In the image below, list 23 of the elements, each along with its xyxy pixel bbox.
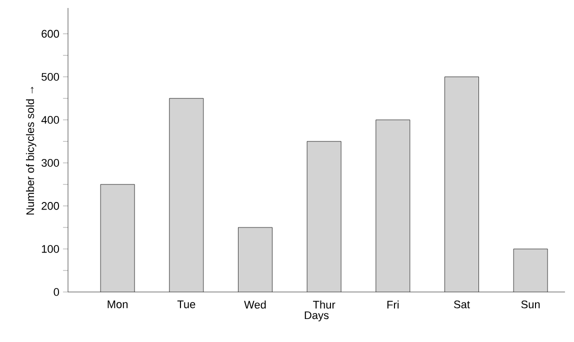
x-tick-label: Wed: [244, 300, 266, 309]
y-tick-label: 100: [42, 245, 60, 253]
bar: [169, 98, 204, 292]
y-tick-label: 0: [54, 288, 60, 296]
bar: [100, 184, 135, 292]
x-tick-label: Fri: [387, 300, 399, 308]
x-tick-label: Mon: [108, 300, 128, 308]
x-axis-title: Days: [304, 311, 329, 322]
y-tick-label: 400: [41, 116, 60, 124]
x-tick-label: Tue: [177, 300, 196, 308]
bar: [444, 76, 479, 292]
y-tick-label: 300: [42, 159, 60, 167]
y-tick-label: 500: [42, 72, 60, 81]
bar: [307, 141, 342, 292]
y-tick-label: 200: [42, 202, 60, 210]
x-tick-label: Thur: [313, 300, 336, 309]
x-tick-label: Sun: [521, 300, 540, 308]
bar: [376, 120, 410, 292]
bar: [238, 227, 272, 292]
bar: [513, 248, 548, 292]
x-tick-label: Sat: [454, 300, 470, 308]
y-axis-title: Number of bicycles sold →: [26, 86, 36, 214]
y-tick-label: 600: [42, 30, 60, 38]
